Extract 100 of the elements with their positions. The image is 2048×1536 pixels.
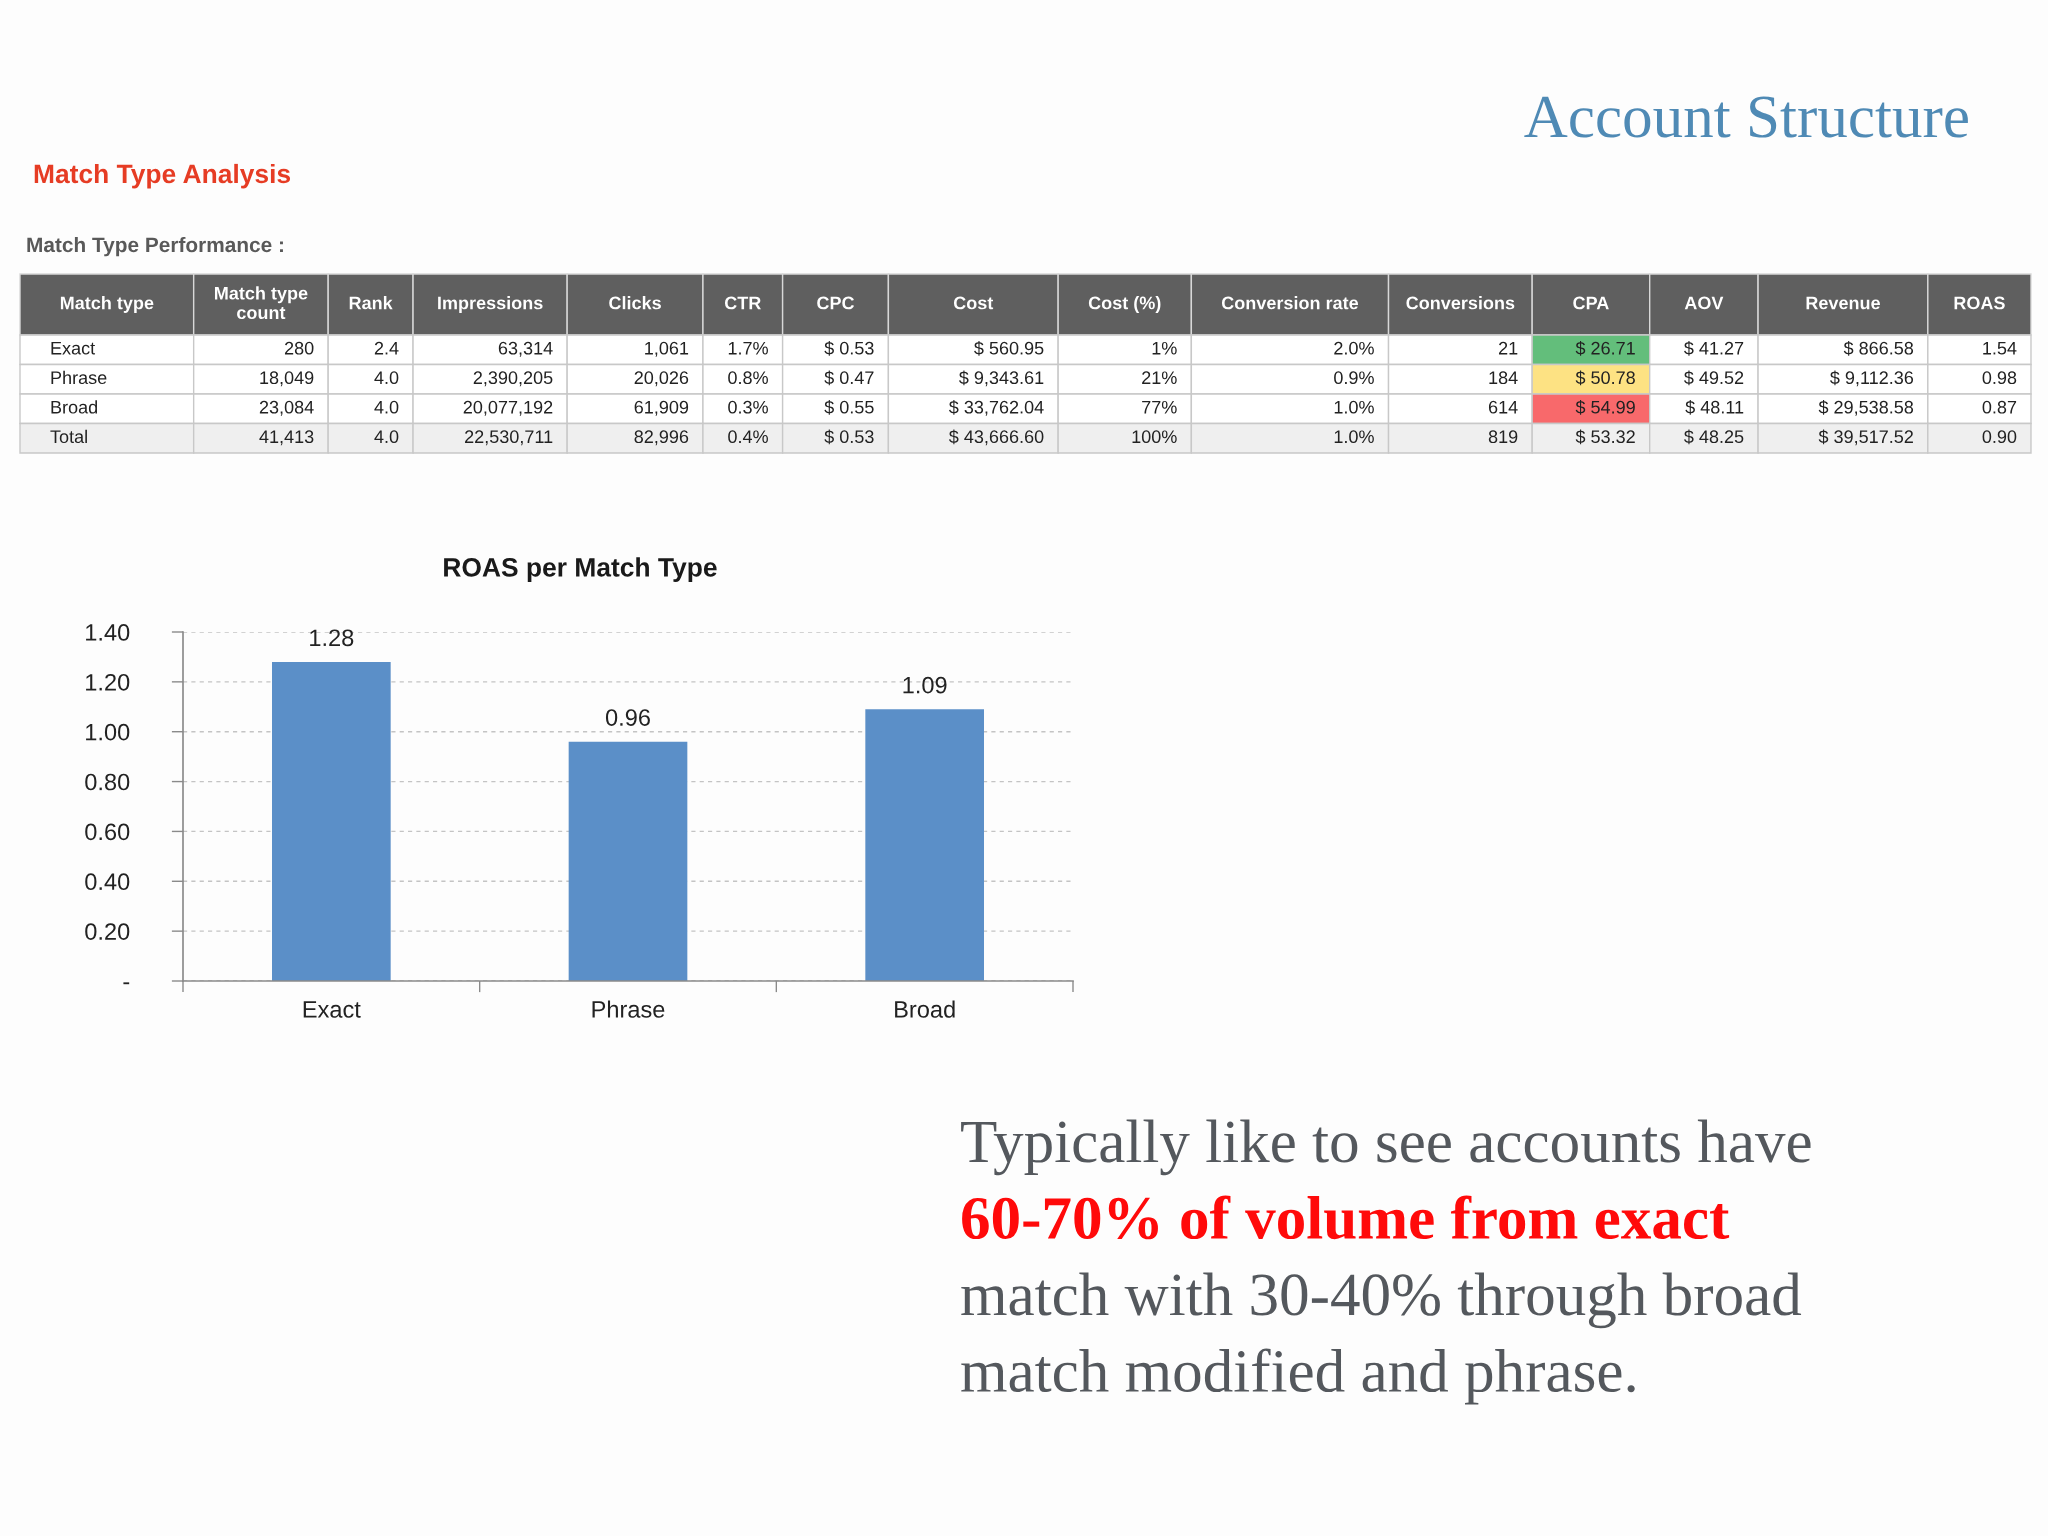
text: 2,390,205 (473, 371, 553, 387)
text: 0.87 (1982, 400, 2017, 414)
text: 0.9% (1334, 371, 1374, 385)
text: 1.7% (728, 341, 768, 355)
text: $ 43,666.60 (948, 429, 1044, 446)
category-label: CPC (817, 296, 855, 310)
text: $ 48.11 (1685, 400, 1744, 415)
chart-title: ROAS per Match Type (444, 557, 717, 582)
text: 1.54 (1983, 342, 2017, 355)
bar (865, 709, 984, 981)
text: 184 (1489, 371, 1518, 385)
text: 20,077,192 (463, 400, 553, 416)
category-label: Match type (60, 296, 154, 313)
text: 4.0 (374, 430, 399, 444)
text: $ 0.53 (824, 341, 874, 356)
y-tick-label: 1.20 (86, 673, 130, 691)
text: 60-70% of volume from exact (962, 1195, 1730, 1240)
text: match modified and phrase. (961, 1348, 1635, 1405)
text: Broad (51, 400, 98, 414)
y-tick-label: 1.00 (86, 723, 130, 741)
text: 41,413 (259, 430, 314, 446)
text: 18,049 (260, 371, 314, 387)
data-label: 1.28 (310, 629, 354, 647)
text: $ 0.55 (824, 400, 874, 415)
text: $ 560.95 (974, 341, 1044, 356)
y-tick-label: 0.40 (85, 873, 130, 891)
text: $ 49.52 (1684, 370, 1744, 386)
text: Account Structure (1524, 96, 1968, 138)
text: $ 9,112.36 (1830, 370, 1914, 387)
category-label: CPA (1573, 296, 1609, 310)
category-label: Conversions (1406, 296, 1515, 310)
text: $ 48.25 (1684, 429, 1744, 445)
text: $ 50.78 (1575, 370, 1635, 386)
text: match with 30-40% through broad (961, 1272, 1802, 1329)
text: $ 0.47 (824, 370, 874, 386)
text: 0.4% (728, 430, 768, 444)
text: 0.8% (728, 371, 768, 385)
text: Match Type Analysis (34, 163, 291, 189)
data-label: 0.96 (605, 709, 650, 726)
text: $ 29,538.58 (1818, 400, 1914, 416)
text: Phrase (51, 370, 107, 385)
text: 77% (1142, 400, 1177, 414)
text: Exact (51, 342, 96, 355)
category-label: Cost (953, 296, 994, 310)
text: 21% (1142, 371, 1177, 385)
y-tick-label: 0.20 (85, 923, 130, 940)
text: 82,996 (634, 430, 689, 446)
text: 0.98 (1982, 371, 2017, 385)
category-label: CTR (724, 296, 761, 310)
category-label: Match type count (214, 286, 308, 320)
text: 63,314 (498, 341, 553, 357)
category-label: ROAS (1954, 296, 2005, 310)
text: 1.0% (1334, 400, 1374, 414)
text: 1,061 (645, 341, 689, 357)
text: 2.0% (1334, 341, 1374, 355)
text: Match Type Performance : (27, 236, 283, 257)
x-tick-label: Broad (895, 1000, 955, 1018)
text: 1.0% (1334, 430, 1374, 444)
text: Total (50, 429, 87, 444)
text: $ 9,343.61 (959, 370, 1044, 387)
text: $ 39,517.52 (1818, 429, 1913, 446)
text: $ 41.27 (1684, 341, 1744, 356)
text: 280 (284, 341, 314, 355)
text: 819 (1488, 430, 1518, 444)
y-tick-label: 0.60 (85, 823, 130, 841)
text: $ 26.71 (1575, 341, 1635, 356)
y-tick-label: - (123, 982, 130, 985)
text: $ 866.58 (1843, 341, 1914, 356)
category-label: Revenue (1806, 296, 1880, 310)
text: 23,084 (259, 400, 314, 416)
x-tick-label: Phrase (592, 1000, 665, 1018)
text: 0.90 (1982, 430, 2017, 444)
text: 21 (1498, 341, 1518, 355)
x-tick-label: Exact (303, 1001, 361, 1018)
text: $ 54.99 (1575, 400, 1635, 415)
text: Typically like to see accounts have (961, 1119, 1811, 1176)
category-label: AOV (1684, 296, 1724, 310)
category-label: Impressions (438, 296, 543, 313)
y-tick-label: 0.80 (85, 773, 130, 791)
text: 0.3% (728, 400, 768, 414)
category-label: Conversion rate (1221, 296, 1359, 310)
text: 4.0 (374, 400, 399, 414)
text: 61,909 (634, 400, 689, 416)
text: 614 (1488, 400, 1518, 414)
text: 4.0 (374, 371, 399, 385)
text: $ 53.32 (1575, 429, 1635, 445)
data-label: 1.09 (903, 676, 947, 694)
bar (272, 661, 391, 981)
text: $ 0.53 (824, 429, 874, 445)
y-tick-label: 1.40 (86, 624, 130, 641)
text: 20,026 (634, 371, 689, 387)
category-label: Clicks (609, 296, 661, 310)
text: 2.4 (374, 341, 399, 355)
text: 22,530,711 (465, 430, 553, 446)
bar (568, 741, 688, 981)
category-label: Rank (349, 296, 393, 310)
text: 1% (1152, 341, 1177, 355)
category-label: Cost (%) (1088, 296, 1161, 313)
text: $ 33,762.04 (948, 400, 1044, 416)
text: 100% (1132, 430, 1177, 444)
